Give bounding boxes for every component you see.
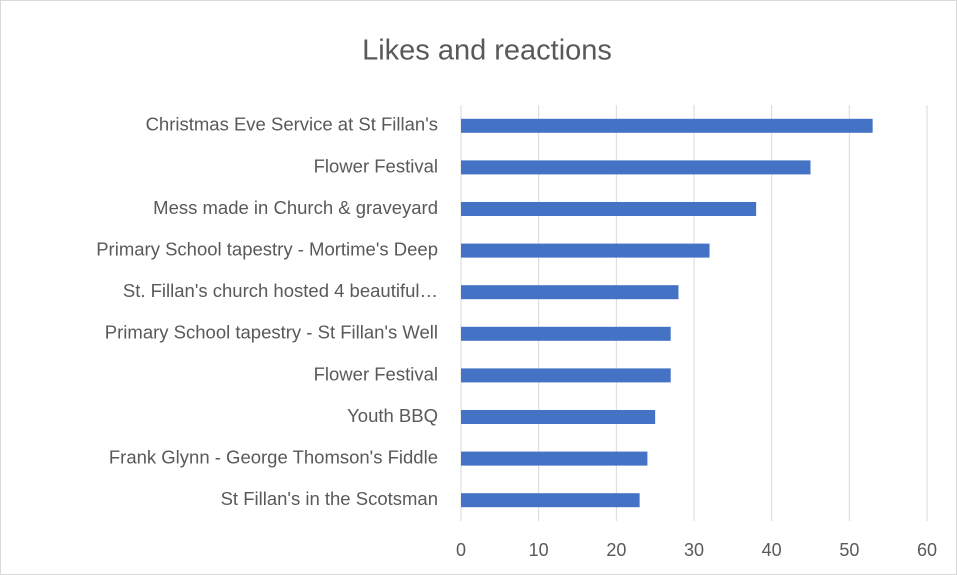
bar: [461, 202, 757, 216]
bar: [461, 410, 656, 424]
y-tick-label: Primary School tapestry - St Fillan's We…: [105, 322, 438, 343]
x-tick-label: 50: [839, 540, 859, 560]
y-tick-label: Flower Festival: [314, 155, 438, 176]
bar: [461, 160, 811, 175]
bar: [461, 368, 671, 383]
chart-title: Likes and reactions: [362, 35, 612, 67]
bar: [461, 243, 710, 258]
x-tick-label: 20: [606, 540, 626, 560]
y-tick-label: Frank Glynn - George Thomson's Fiddle: [109, 446, 438, 467]
x-tick-label: 0: [456, 540, 466, 560]
x-tick-label: 40: [762, 540, 782, 560]
bar: [461, 285, 679, 300]
x-tick-label: 10: [529, 540, 549, 560]
y-tick-label: Mess made in Church & graveyard: [153, 197, 438, 218]
y-tick-label: Christmas Eve Service at St Fillan's: [146, 114, 438, 135]
x-tick-label: 30: [684, 540, 704, 560]
y-tick-label: Flower Festival: [314, 363, 438, 384]
y-tick-label: St. Fillan's church hosted 4 beautiful…: [123, 280, 438, 301]
bar: [461, 493, 640, 508]
bar: [461, 118, 873, 133]
x-tick-label: 60: [917, 540, 937, 560]
bar: [461, 451, 648, 466]
y-tick-label: St Fillan's in the Scotsman: [221, 488, 438, 509]
bar: [461, 326, 671, 341]
y-tick-label: Primary School tapestry - Mortime's Deep: [96, 238, 438, 259]
y-tick-label: Youth BBQ: [347, 405, 438, 426]
